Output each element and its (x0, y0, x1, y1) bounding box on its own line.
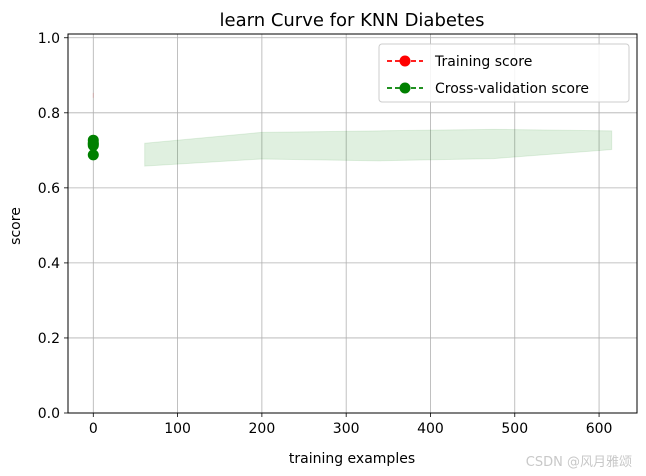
x-tick-label: 100 (164, 421, 191, 437)
x-tick-label: 0 (89, 421, 98, 437)
legend-label: Training score (434, 54, 532, 70)
y-tick-label: 1.0 (38, 31, 60, 47)
y-tick-label: 0.2 (38, 331, 60, 347)
y-tick-label: 0.8 (38, 106, 60, 122)
data-series (87, 134, 99, 161)
plot-frame (67, 33, 638, 414)
legend-marker-swatch (399, 55, 411, 67)
legend-marker-swatch (399, 82, 411, 94)
y-tick-label: 0.6 (38, 181, 60, 197)
x-tick-label: 600 (586, 421, 613, 437)
x-axis-label: training examples (289, 451, 415, 467)
y-axis-label: score (8, 207, 24, 245)
x-tick-label: 200 (249, 421, 276, 437)
axis-ticks: 0 100 200 300 400 500 600 0.0 0.2 0.4 0.6 0.8 1.0 (38, 31, 613, 437)
x-tick-label: 300 (333, 421, 360, 437)
cross-validation-score-point (87, 134, 99, 146)
y-tick-label: 0.0 (38, 406, 60, 422)
cross-validation-score-point (87, 149, 99, 161)
x-tick-label: 500 (501, 421, 528, 437)
legend: Training score Cross-validation score (378, 43, 630, 103)
chart-title: learn Curve for KNN Diabetes (220, 10, 485, 31)
legend-label: Cross-validation score (435, 81, 589, 97)
y-tick-label: 0.4 (38, 256, 60, 272)
cross-validation-band (144, 128, 613, 167)
legend-box (378, 43, 630, 103)
watermark: CSDN @风月雅颂 (525, 455, 632, 470)
x-tick-label: 400 (417, 421, 444, 437)
std-bands (92, 92, 613, 167)
